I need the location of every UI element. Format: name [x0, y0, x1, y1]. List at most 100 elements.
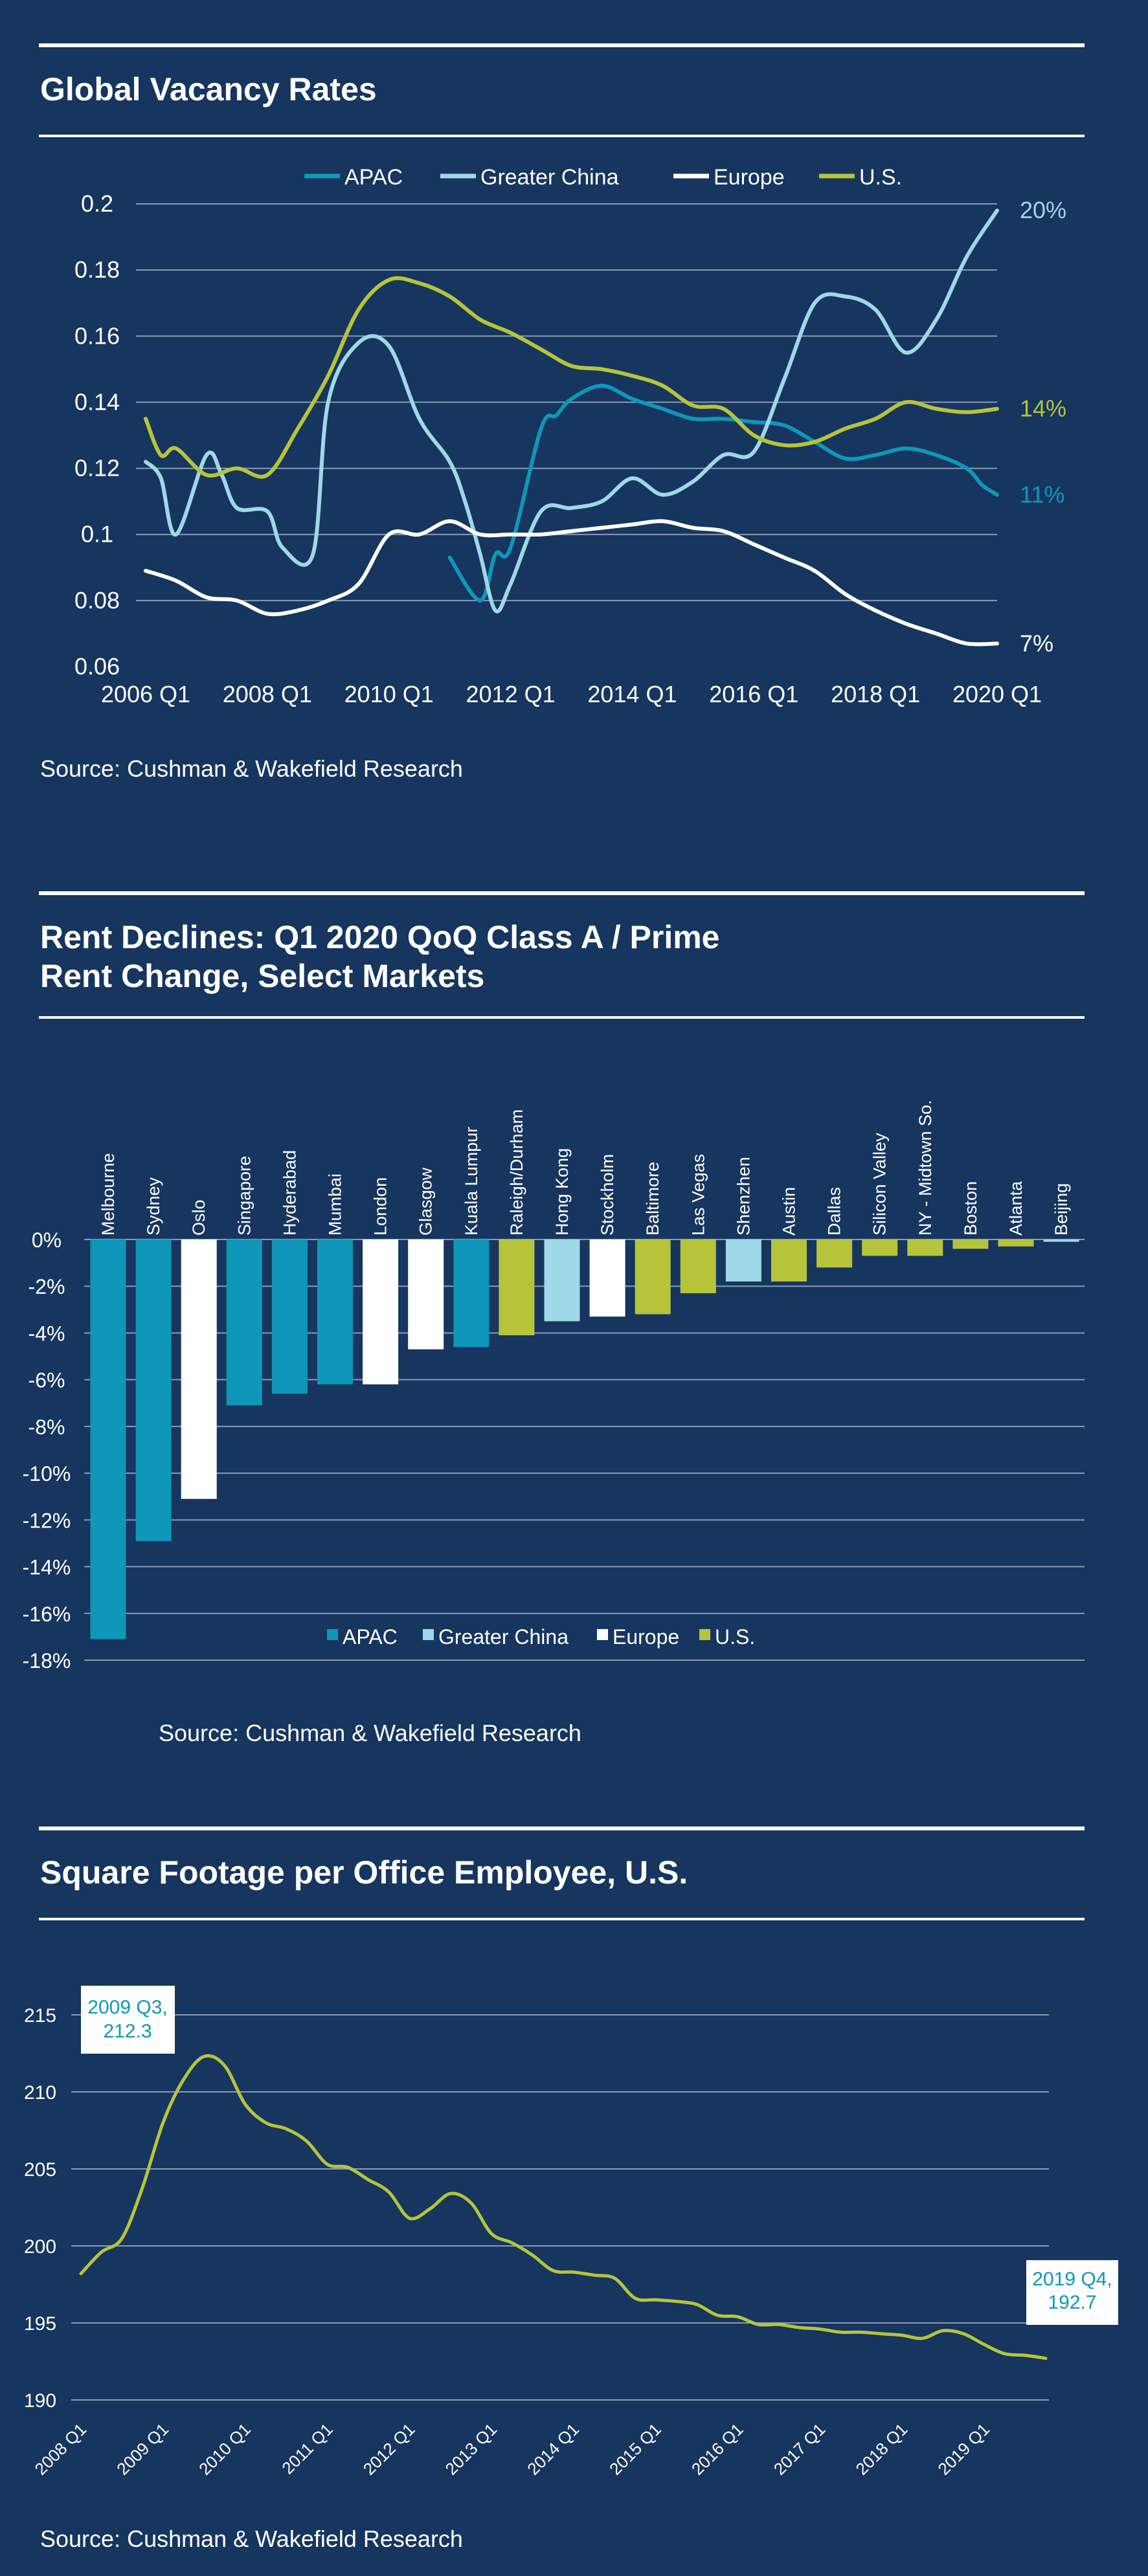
y-tick-label: 210 — [24, 2082, 56, 2104]
bar — [771, 1239, 807, 1282]
y-tick-label: -14% — [23, 1556, 71, 1579]
latest-annotation-line-1: 2019 Q4, — [1032, 2269, 1112, 2290]
y-tick-label: 195 — [24, 2313, 56, 2335]
footage-chart-title: Square Footage per Office Employee, U.S. — [40, 1854, 688, 1891]
y-tick-label: 0% — [32, 1228, 62, 1252]
greater_china-legend-label: Greater China — [438, 1625, 568, 1649]
bar — [90, 1239, 126, 1639]
x-tick-label: 2016 Q1 — [688, 2419, 747, 2479]
category-label: Silicon Valley — [870, 1133, 890, 1236]
y-tick-label: 215 — [24, 2005, 56, 2026]
latest-annotation-line-2: 192.7 — [1048, 2292, 1096, 2313]
category-label: Sydney — [144, 1177, 163, 1236]
category-label: Stockholm — [598, 1154, 617, 1236]
bar — [499, 1239, 535, 1336]
europe-end-label: 7% — [1020, 630, 1053, 656]
x-tick-label: 2018 Q1 — [852, 2419, 912, 2479]
bar — [816, 1239, 853, 1268]
x-tick-label: 2013 Q1 — [442, 2419, 501, 2479]
y-tick-label: 0.2 — [81, 190, 113, 217]
us-legend-label: U.S. — [859, 165, 902, 190]
rent-legend: APAC Greater China Europe U.S. — [327, 1625, 755, 1649]
rent-category-labels: Melbourne Sydney Oslo Singapore Hyderabad Mum… — [98, 1100, 1071, 1236]
category-label: Kuala Lumpur — [462, 1127, 481, 1236]
bar — [271, 1239, 308, 1394]
bar — [998, 1239, 1034, 1247]
category-label: Beijing — [1052, 1183, 1071, 1236]
category-label: Hyderabad — [280, 1150, 299, 1236]
bar — [135, 1239, 172, 1541]
footage-series-line — [79, 2054, 1048, 2360]
vacancy-x-axis: 2006 Q1 2008 Q1 2010 Q1 2012 Q1 2014 Q1 2016 … — [101, 681, 1042, 707]
bar — [635, 1239, 671, 1315]
y-tick-label: 0.14 — [74, 388, 120, 415]
vacancy-source: Source: Cushman & Wakefield Research — [40, 755, 463, 782]
y-tick-label: 200 — [24, 2236, 56, 2258]
y-tick-label: -8% — [28, 1416, 65, 1439]
category-label: Austin — [780, 1187, 799, 1236]
bar — [589, 1239, 625, 1317]
bar — [862, 1239, 898, 1256]
bar — [952, 1239, 989, 1249]
y-tick-label: -4% — [28, 1322, 65, 1345]
x-tick-label: 2010 Q1 — [344, 681, 434, 707]
latest-annotation-box — [1026, 2260, 1118, 2325]
latest-annotation: 2019 Q4, 192.7 — [1026, 2260, 1118, 2325]
x-tick-label: 2006 Q1 — [101, 681, 190, 707]
europe-legend-label: Europe — [613, 1625, 679, 1649]
category-label: Baltimore — [643, 1162, 662, 1236]
x-tick-label: 2015 Q1 — [605, 2419, 665, 2479]
rent-bars — [90, 1239, 1079, 1639]
bar — [408, 1239, 444, 1349]
apac-legend-label: APAC — [343, 1625, 398, 1649]
x-tick-label: 2016 Q1 — [709, 681, 798, 707]
us-legend-label: U.S. — [715, 1625, 755, 1649]
vacancy-legend: APAC Greater China Europe U.S. — [304, 165, 902, 190]
category-label: London — [371, 1177, 390, 1236]
greater_china-legend-swatch — [423, 1629, 434, 1640]
x-tick-label: 2018 Q1 — [831, 681, 920, 707]
peak-annotation-line-1: 2009 Q3, — [87, 1997, 167, 2018]
bar — [226, 1239, 262, 1406]
category-label: Las Vegas — [688, 1154, 708, 1236]
apac-series-line — [447, 383, 999, 603]
footage-x-axis: 2008 Q1 2009 Q1 2010 Q1 2011 Q1 2012 Q1 2013 … — [30, 2419, 993, 2479]
category-label: Mumbai — [326, 1173, 345, 1236]
bar — [317, 1239, 353, 1384]
category-label: Hong Kong — [552, 1148, 572, 1236]
y-tick-label: 190 — [24, 2390, 56, 2412]
rent-source: Source: Cushman & Wakefield Research — [159, 1720, 581, 1746]
us-end-label: 14% — [1020, 395, 1066, 422]
footage-gridlines — [71, 2014, 1049, 2401]
category-label: NY - Midtown So. — [916, 1100, 935, 1236]
x-tick-label: 2017 Q1 — [770, 2419, 829, 2479]
apac-end-label: 11% — [1020, 481, 1064, 507]
y-tick-label: 0.16 — [74, 322, 120, 349]
x-tick-label: 2010 Q1 — [195, 2419, 254, 2479]
footage-y-axis: 215 210 205 200 195 190 — [24, 2005, 56, 2412]
category-label: Melbourne — [98, 1153, 118, 1236]
footage-source: Source: Cushman & Wakefield Research — [40, 2526, 463, 2552]
europe-series-line — [144, 519, 999, 647]
x-tick-label: 2014 Q1 — [587, 681, 677, 707]
europe-legend-label: Europe — [714, 165, 785, 190]
y-tick-label: -12% — [23, 1509, 71, 1532]
bar — [680, 1239, 716, 1294]
x-tick-label: 2012 Q1 — [466, 681, 556, 707]
rent-section: Rent Declines: Q1 2020 QoQ Class A / Pri… — [23, 891, 1085, 1746]
greater_china-series-line — [144, 208, 999, 614]
y-tick-label: 0.1 — [81, 521, 113, 548]
x-tick-label: 2019 Q1 — [934, 2419, 993, 2479]
x-tick-label: 2008 Q1 — [30, 2419, 90, 2479]
bar — [907, 1239, 943, 1256]
x-tick-label: 2008 Q1 — [223, 681, 312, 707]
bar — [363, 1239, 399, 1384]
peak-annotation: 2009 Q3, 212.3 — [81, 1986, 175, 2054]
vacancy-section: Global Vacancy Rates APAC Greater China Eu… — [39, 43, 1085, 782]
x-tick-label: 2020 Q1 — [952, 681, 1042, 707]
footage-section: Square Footage per Office Employee, U.S.… — [24, 1827, 1118, 2552]
x-tick-label: 2011 Q1 — [278, 2419, 336, 2478]
bar — [725, 1239, 761, 1282]
apac-legend-label: APAC — [344, 165, 403, 190]
